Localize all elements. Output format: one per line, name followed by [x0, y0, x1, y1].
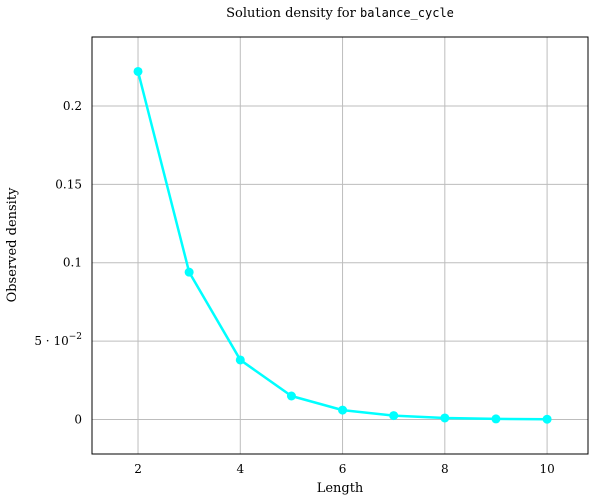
data-point	[184, 267, 194, 277]
x-axis-label: Length	[317, 481, 364, 496]
data-point	[338, 405, 348, 415]
y-tick-exponent: −2	[69, 332, 82, 342]
y-tick-label-text: 5 · 10	[34, 334, 68, 348]
data-point	[389, 411, 399, 421]
data-point	[235, 355, 245, 365]
plot-frame	[91, 36, 589, 455]
y-tick-labels: 0 5 · 10−2 0.1 0.15 0.2	[34, 99, 82, 427]
x-tick-label: 6	[339, 462, 347, 476]
y-tick-label: 0.1	[63, 256, 82, 270]
grid-lines	[92, 37, 588, 454]
x-tick-label: 8	[441, 462, 449, 476]
data-point	[542, 414, 552, 424]
y-tick-label: 0.2	[63, 99, 82, 113]
y-axis-label: Observed density	[5, 187, 20, 302]
series-marks	[133, 66, 552, 424]
data-point	[491, 414, 501, 424]
data-point	[133, 66, 143, 76]
data-point	[286, 391, 296, 401]
x-tick-label: 10	[539, 462, 554, 476]
x-tick-label: 2	[134, 462, 142, 476]
x-tick-labels: 2 4 6 8 10	[134, 462, 555, 476]
chart-title-code: balance_cycle	[360, 6, 454, 20]
y-tick-label: 0	[74, 413, 82, 427]
y-tick-label-text: 0.2	[63, 99, 82, 113]
y-tick-label: 5 · 10−2	[34, 332, 82, 348]
y-tick-label-text: 0.15	[55, 177, 82, 191]
chart-title-text: Solution density for	[226, 6, 360, 21]
y-tick-label-text: 0.1	[63, 256, 82, 270]
y-tick-label: 0.15	[55, 177, 82, 191]
chart-title: Solution density for balance_cycle	[226, 6, 454, 21]
data-point	[440, 413, 450, 423]
y-tick-label-text: 0	[74, 413, 82, 427]
x-tick-label: 4	[236, 462, 244, 476]
